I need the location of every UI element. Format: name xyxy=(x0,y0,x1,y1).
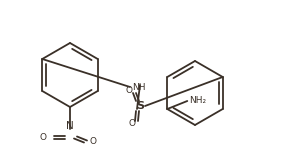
Text: O: O xyxy=(125,86,132,95)
Text: O: O xyxy=(40,132,47,141)
Text: NH: NH xyxy=(132,83,145,92)
Text: S: S xyxy=(136,101,144,111)
Text: N: N xyxy=(66,121,74,131)
Text: O: O xyxy=(128,119,136,128)
Text: NH₂: NH₂ xyxy=(189,96,206,104)
Text: O: O xyxy=(89,137,96,147)
